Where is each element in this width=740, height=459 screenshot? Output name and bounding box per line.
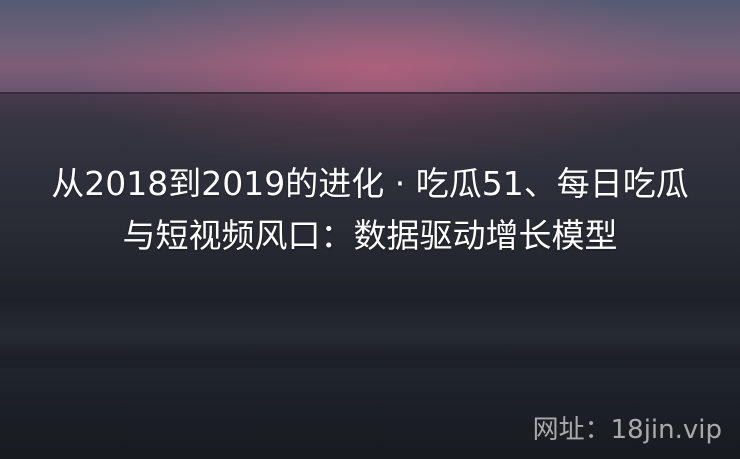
- horizon-line: [0, 92, 740, 94]
- sea-wave-band: [0, 300, 740, 370]
- article-title: 从2018到2019的进化 · 吃瓜51、每日吃瓜与短视频风口：数据驱动增长模型: [51, 164, 689, 255]
- shore-band: [0, 360, 740, 459]
- site-watermark: 网址：18jin.vip: [532, 415, 722, 445]
- title-overlay: [0, 92, 740, 368]
